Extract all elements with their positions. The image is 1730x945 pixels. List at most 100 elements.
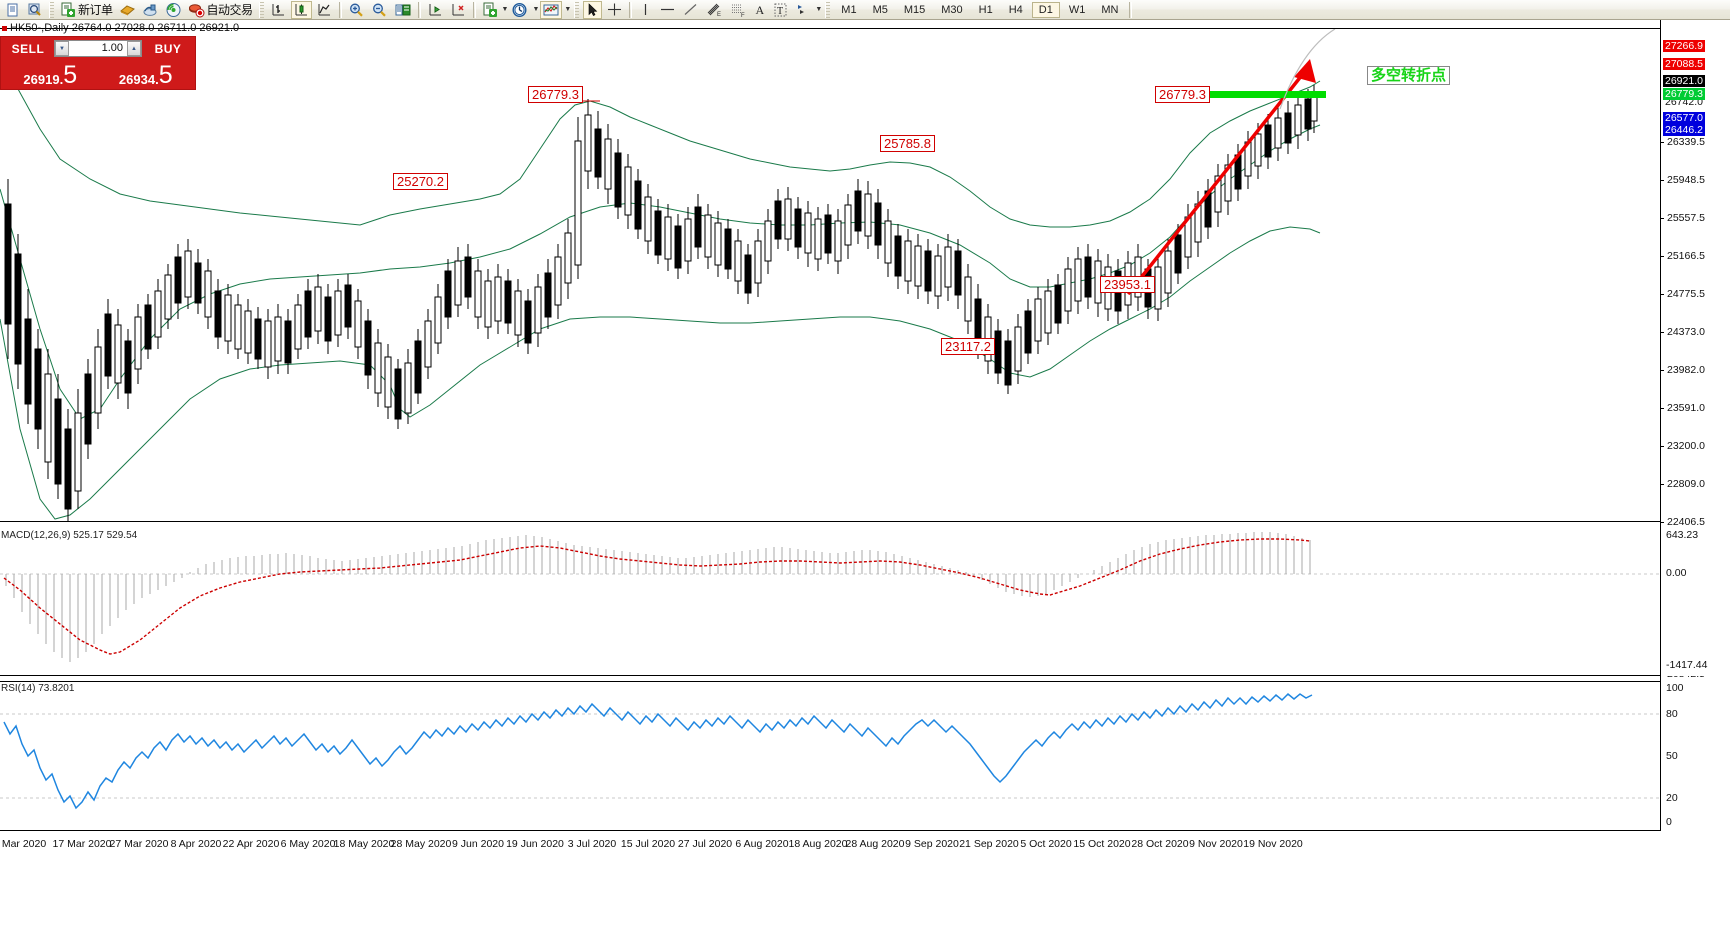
auto-trading-label: 自动交易 xyxy=(206,3,254,17)
macd-tick-max: 643.23 xyxy=(1666,529,1699,541)
chart-title: HK50-,Daily 26764.0 27028.0 26711.0 2692… xyxy=(2,22,239,34)
data-window-icon[interactable] xyxy=(140,1,161,19)
cursor-icon[interactable] xyxy=(583,0,603,19)
rsi-pane[interactable] xyxy=(0,681,1660,831)
annotation-turning-point[interactable]: 多空转折点 xyxy=(1367,66,1451,85)
auto-scroll-icon[interactable] xyxy=(448,1,469,19)
candlestick-series xyxy=(4,85,1318,521)
period-chevron-down-icon[interactable]: ▼ xyxy=(532,6,540,13)
zoom-in-icon[interactable] xyxy=(346,1,367,19)
date-label-16: 9 Sep 2020 xyxy=(905,838,959,850)
signals-icon[interactable] xyxy=(163,1,184,19)
templates-icon[interactable] xyxy=(540,0,563,19)
resistance-zone-annotation[interactable] xyxy=(1202,91,1326,98)
objects-list-icon[interactable] xyxy=(792,1,813,19)
timeframe-m5[interactable]: M5 xyxy=(872,3,888,16)
new-order-label: 新订单 xyxy=(78,3,113,17)
annotation-25785[interactable]: 25785.8 xyxy=(880,135,935,152)
price-tick-25166: 25166.5 xyxy=(1661,251,1705,262)
price-tick-23591: 23591.0 xyxy=(1661,403,1705,414)
timeframe-m15[interactable]: M15 xyxy=(903,3,926,16)
sell-price[interactable]: 26919. 5 xyxy=(4,58,97,87)
main-toolbar: 新订单 xyxy=(0,0,1730,20)
timeframe-m1[interactable]: M1 xyxy=(841,3,857,16)
date-axis[interactable]: Mar 2020 17 Mar 2020 27 Mar 2020 8 Apr 2… xyxy=(0,832,1730,945)
objects-chevron-down-icon[interactable]: ▼ xyxy=(815,6,823,13)
date-label-10: 3 Jul 2020 xyxy=(567,838,617,850)
toolbar-separator-2 xyxy=(417,1,421,18)
volume-stepper[interactable]: ▼ 1.00 ▲ xyxy=(54,40,142,57)
text-icon[interactable]: A xyxy=(751,1,769,19)
candlestick-chart-icon[interactable] xyxy=(290,0,312,19)
tile-windows-icon[interactable] xyxy=(392,1,414,19)
date-label-4: 22 Apr 2020 xyxy=(222,838,280,850)
volume-decrement-button[interactable]: ▼ xyxy=(55,41,69,56)
annotation-23117[interactable]: 23117.2 xyxy=(941,338,996,355)
magnifier-icon[interactable] xyxy=(25,1,45,19)
crosshair-icon[interactable] xyxy=(604,1,625,19)
sell-button[interactable]: SELL xyxy=(11,41,45,56)
indicators-icon[interactable] xyxy=(480,1,500,19)
date-label-9: 19 Jun 2020 xyxy=(506,838,564,850)
timeframe-m30[interactable]: M30 xyxy=(941,3,963,16)
macd-pane[interactable] xyxy=(0,528,1660,676)
date-label-21: 9 Nov 2020 xyxy=(1189,838,1243,850)
auto-trading-button[interactable]: 自动交易 xyxy=(186,1,255,19)
equidistant-channel-icon[interactable]: E xyxy=(703,1,725,19)
macd-signal-line xyxy=(3,538,1311,655)
timeframe-d1[interactable]: D1 xyxy=(1031,1,1060,18)
indicators-chevron-down-icon[interactable]: ▼ xyxy=(501,6,509,13)
date-label-5: 6 May 2020 xyxy=(280,838,336,850)
line-chart-icon[interactable] xyxy=(314,1,335,19)
timeframe-w1[interactable]: W1 xyxy=(1068,3,1086,16)
date-label-22: 19 Nov 2020 xyxy=(1243,838,1303,850)
rsi-scale[interactable]: 100 80 50 20 0 xyxy=(1660,681,1730,831)
price-chart-pane[interactable]: 26779.3 26779.3 25270.2 25785.8 23953.1 … xyxy=(0,28,1660,522)
chart-shift-icon[interactable] xyxy=(425,1,446,19)
volume-increment-button[interactable]: ▲ xyxy=(127,41,141,56)
toolbar-grip-3[interactable] xyxy=(574,1,580,18)
annotation-25270[interactable]: 25270.2 xyxy=(393,173,448,190)
zoom-out-icon[interactable] xyxy=(369,1,390,19)
timeframe-h4[interactable]: H4 xyxy=(1008,3,1023,16)
document-icon[interactable] xyxy=(3,1,23,19)
trend-arrow-annotation[interactable] xyxy=(1126,59,1316,296)
bar-chart-icon[interactable] xyxy=(268,1,289,19)
annotation-26779-left[interactable]: 26779.3 xyxy=(528,86,583,103)
date-label-12: 27 Jul 2020 xyxy=(677,838,733,850)
buy-button[interactable]: BUY xyxy=(154,41,182,56)
toolbar-separator-1 xyxy=(338,1,342,18)
price-tick-22406: 22406.5 xyxy=(1661,517,1705,528)
vertical-line-icon[interactable] xyxy=(636,1,655,19)
price-tick-23982: 23982.0 xyxy=(1661,365,1705,376)
toolbar-grip-2[interactable] xyxy=(258,1,264,18)
buy-price-dot: . xyxy=(155,72,159,87)
price-label-27266: 27266.9 xyxy=(1663,40,1705,52)
expert-advisor-icon[interactable] xyxy=(117,1,138,19)
one-click-trading-panel[interactable]: SELL ▼ 1.00 ▲ BUY 26919. 5 26934. 5 xyxy=(0,36,196,90)
toolbar-separator-5 xyxy=(1129,1,1133,18)
text-label-icon[interactable]: T xyxy=(771,1,790,19)
date-label-3: 8 Apr 2020 xyxy=(170,838,222,850)
new-order-button[interactable]: 新订单 xyxy=(58,1,115,19)
date-label-20: 28 Oct 2020 xyxy=(1131,838,1189,850)
toolbar-grip-4[interactable] xyxy=(825,1,831,18)
timeframe-mn[interactable]: MN xyxy=(1101,3,1119,16)
horizontal-line-icon[interactable] xyxy=(657,1,678,19)
timeframe-h1[interactable]: H1 xyxy=(978,3,993,16)
buy-price[interactable]: 26934. 5 xyxy=(100,58,193,87)
period-icon[interactable] xyxy=(509,1,530,19)
projection-curve xyxy=(1279,29,1336,110)
volume-input[interactable]: 1.00 xyxy=(69,41,127,56)
date-label-17: 21 Sep 2020 xyxy=(959,838,1019,850)
annotation-26779-right[interactable]: 26779.3 xyxy=(1155,86,1210,103)
trendline-icon[interactable] xyxy=(680,1,701,19)
fibonacci-icon[interactable]: F xyxy=(727,1,749,19)
rsi-tick-80: 80 xyxy=(1666,708,1678,720)
annotation-23953[interactable]: 23953.1 xyxy=(1100,276,1155,293)
templates-chevron-down-icon[interactable]: ▼ xyxy=(564,6,572,13)
toolbar-separator-4 xyxy=(629,1,633,18)
svg-text:F: F xyxy=(741,13,745,18)
toolbar-grip[interactable] xyxy=(49,1,54,18)
macd-scale[interactable]: 643.23 0.00 -1417.44 xyxy=(1660,528,1730,676)
